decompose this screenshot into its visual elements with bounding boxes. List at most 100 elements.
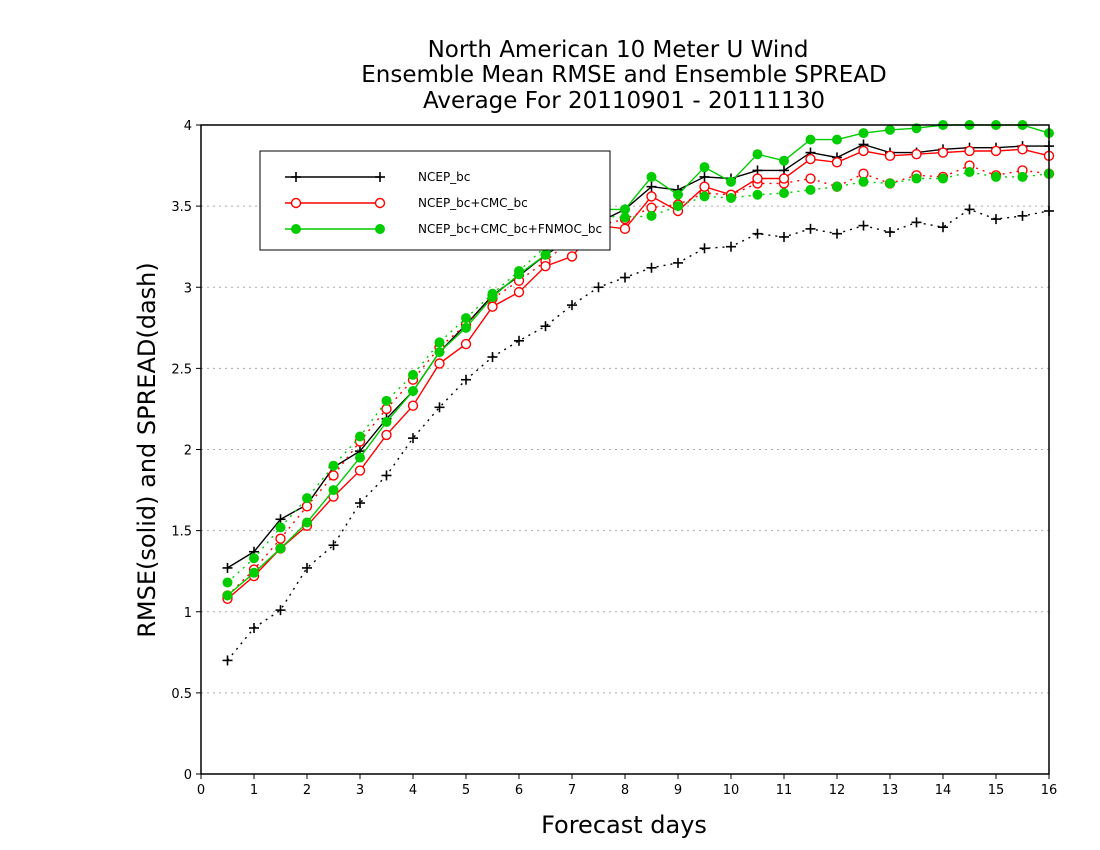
series-1-rmse-point-15 xyxy=(619,223,631,235)
series-1-rmse-point-20 xyxy=(752,173,763,184)
series-0-spread-point-28 xyxy=(964,204,975,215)
series-1-rmse-point-30 xyxy=(1017,144,1028,155)
y-tick-label-4: 2 xyxy=(184,444,192,459)
series-2-spread-point-29 xyxy=(991,171,1001,182)
series-2-rmse-point-7 xyxy=(408,386,418,397)
x-tick-label-13: 13 xyxy=(882,783,899,798)
series-2-rmse-point-11 xyxy=(514,269,524,280)
series-1-spread-point-22 xyxy=(805,173,816,184)
series-2-spread-point-3 xyxy=(302,493,312,504)
series-2-rmse-point-12 xyxy=(540,249,551,260)
series-2-rmse-point-26 xyxy=(911,123,922,134)
x-tick-label-15: 15 xyxy=(988,783,1005,798)
series-0-spread-point-19 xyxy=(726,241,736,252)
title-line-3: Average For 20110901 - 20111130 xyxy=(423,88,825,114)
legend-label-1: NCEP_bc+CMC_bc xyxy=(418,196,528,210)
series-0-spread-point-12 xyxy=(540,321,551,332)
series-0-spread-point-27 xyxy=(938,222,948,233)
series-2-rmse-point-24 xyxy=(858,128,869,139)
series-2-rmse-point-18 xyxy=(699,162,710,173)
series-0-spread-point-3 xyxy=(302,562,312,573)
series-0-rmse-point-0 xyxy=(222,562,233,573)
series-layer xyxy=(222,120,1055,666)
series-2-rmse-point-19 xyxy=(726,176,736,187)
series-0-spread-point-26 xyxy=(911,217,922,228)
series-0-spread-point-23 xyxy=(832,228,842,239)
series-1-rmse-point-12 xyxy=(540,260,551,272)
series-0-spread-point-9 xyxy=(461,374,471,385)
series-1-spread-point-2 xyxy=(275,533,286,544)
series-2-spread-point-7 xyxy=(408,369,418,380)
series-2-spread-point-19 xyxy=(726,193,736,204)
series-2-spread-point-21 xyxy=(779,188,789,199)
series-0-spread-point-29 xyxy=(991,214,1001,225)
series-0-spread-point-1 xyxy=(249,622,259,633)
y-tick-label-7: 3.5 xyxy=(171,200,192,215)
series-1-rmse-point-22 xyxy=(805,153,816,165)
x-tick-label-4: 4 xyxy=(409,783,417,798)
x-axis: 0 1 2 3 4 5 6 7 8 9 10 11 12 13 14 15 16 xyxy=(197,774,1057,798)
x-tick-label-14: 14 xyxy=(935,783,952,798)
series-0-spread-point-30 xyxy=(1017,210,1028,221)
x-tick-label-0: 0 xyxy=(197,783,205,798)
y-tick-label-8: 4 xyxy=(184,119,192,134)
series-1-rmse-point-5 xyxy=(354,465,366,476)
series-1-rmse-point-26 xyxy=(911,149,922,160)
y-axis-label: RMSE(solid) and SPREAD(dash) xyxy=(133,262,161,638)
x-tick-label-8: 8 xyxy=(621,783,629,798)
series-0-spread-point-20 xyxy=(752,228,763,239)
series-1-rmse-point-18 xyxy=(699,181,710,192)
x-tick-label-5: 5 xyxy=(462,783,470,798)
series-0-spread-point-21 xyxy=(779,231,789,242)
series-2-rmse-point-6 xyxy=(381,416,392,427)
series-2-rmse-point-20 xyxy=(752,149,763,160)
series-2-rmse-point-8 xyxy=(434,347,445,358)
series-2-spread-point-30 xyxy=(1017,171,1028,182)
title-line-1: North American 10 Meter U Wind xyxy=(428,37,809,63)
series-2-spread-point-24 xyxy=(858,176,869,187)
series-2-rmse-point-2 xyxy=(275,543,286,554)
y-tick-label-3: 1.5 xyxy=(171,525,192,540)
legend-label-0: NCEP_bc xyxy=(418,170,470,184)
series-0-spread-point-25 xyxy=(885,227,895,238)
y-axis: 0 0.5 1 1.5 2 2.5 3 3.5 4 xyxy=(171,119,201,783)
series-1-rmse-point-7 xyxy=(407,400,419,411)
series-2-spread-point-1 xyxy=(249,553,259,564)
series-2-spread-point-16 xyxy=(646,210,657,221)
series-0-spread-point-18 xyxy=(699,243,710,254)
series-0-spread-point-4 xyxy=(328,540,339,551)
series-2-rmse-point-3 xyxy=(302,517,312,528)
x-tick-label-7: 7 xyxy=(568,783,576,798)
series-1-rmse-point-25 xyxy=(884,150,896,162)
series-2-spread-point-23 xyxy=(832,181,842,192)
series-2-spread-point-26 xyxy=(911,173,922,184)
x-tick-label-6: 6 xyxy=(515,783,523,798)
series-0-spread-point-24 xyxy=(858,220,869,231)
legend-marker-left-1 xyxy=(290,197,302,209)
series-0-spread-point-14 xyxy=(593,282,604,293)
series-0-spread-point-17 xyxy=(673,257,683,268)
y-tick-label-0: 0 xyxy=(184,768,192,783)
series-1-rmse-point-6 xyxy=(381,429,392,441)
series-0-spread-point-13 xyxy=(567,300,577,311)
series-2-rmse-point-9 xyxy=(461,322,471,333)
series-2-spread-point-18 xyxy=(699,191,710,202)
series-2-spread-point-9 xyxy=(461,313,471,324)
series-2-rmse-point-22 xyxy=(805,134,816,145)
x-tick-label-9: 9 xyxy=(674,783,682,798)
series-2-spread-point-6 xyxy=(381,395,392,406)
series-2-rmse-point-16 xyxy=(646,171,657,182)
y-tick-label-5: 2.5 xyxy=(171,362,192,377)
series-2-spread-line xyxy=(227,171,1050,584)
series-2-spread-point-22 xyxy=(805,184,816,195)
x-tick-label-11: 11 xyxy=(776,783,793,798)
x-tick-label-2: 2 xyxy=(303,783,311,798)
series-2-rmse-point-10 xyxy=(487,291,498,302)
series-2-rmse-point-21 xyxy=(779,155,789,166)
series-2-rmse-point-5 xyxy=(355,452,365,463)
series-0-spread-point-16 xyxy=(646,262,657,273)
series-2-spread-point-17 xyxy=(673,201,683,212)
series-2-spread-point-2 xyxy=(275,522,286,533)
series-2-rmse-point-17 xyxy=(673,189,683,200)
